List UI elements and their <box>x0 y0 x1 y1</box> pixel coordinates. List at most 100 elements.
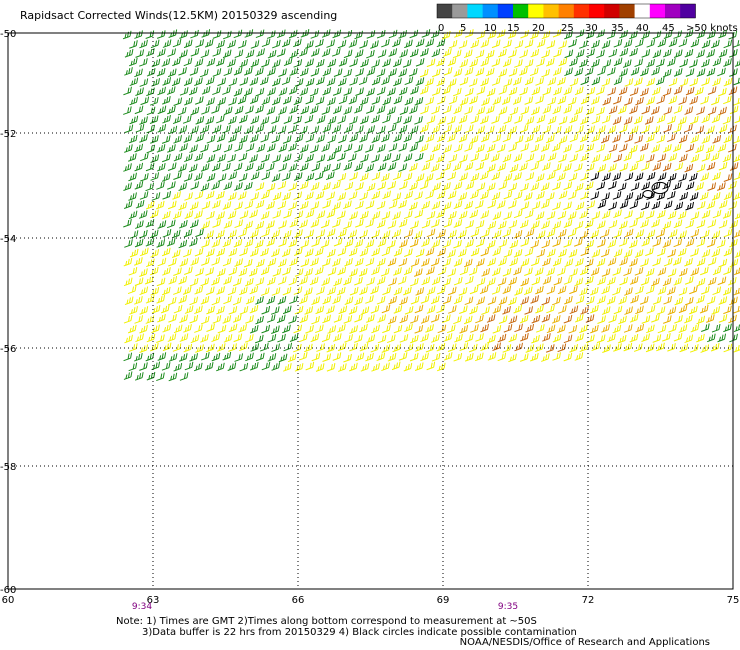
wind-barb <box>606 30 616 40</box>
wind-barb <box>696 49 705 59</box>
wind-barb <box>189 314 199 324</box>
wind-barb <box>172 57 181 67</box>
wind-barb <box>503 249 513 258</box>
wind-barb <box>574 106 583 115</box>
wind-barb <box>514 115 523 124</box>
wind-barb <box>668 77 678 87</box>
wind-barb <box>178 67 187 76</box>
wind-barb <box>326 191 336 201</box>
wind-barb <box>349 325 358 334</box>
wind-barb <box>574 67 584 77</box>
wind-barb <box>249 304 259 314</box>
wind-barb <box>519 219 529 229</box>
wind-barb <box>607 276 616 286</box>
wind-barb <box>600 229 610 238</box>
wind-barb <box>333 105 342 114</box>
wind-barb <box>442 201 452 211</box>
wind-barb <box>644 116 654 125</box>
wind-barb <box>259 76 269 86</box>
wind-barb <box>309 276 319 286</box>
wind-barb <box>238 228 248 238</box>
wind-barb <box>366 277 375 286</box>
wind-barb <box>492 305 502 314</box>
wind-barb <box>551 315 561 324</box>
wind-barb <box>485 67 495 77</box>
wind-barb <box>129 40 138 49</box>
wind-barb <box>579 230 589 239</box>
wind-barb <box>409 352 419 362</box>
wind-barb <box>310 333 320 343</box>
wind-barb <box>124 49 134 58</box>
wind-barb <box>716 239 726 249</box>
wind-barb <box>496 29 506 38</box>
wind-barb <box>178 182 188 191</box>
wind-barb <box>503 173 513 182</box>
wind-barb <box>305 325 314 334</box>
wind-barb <box>729 105 739 115</box>
wind-barb <box>190 257 200 266</box>
wind-barb <box>254 239 264 249</box>
wind-barb <box>195 96 204 105</box>
wind-barb <box>195 116 205 125</box>
wind-barb <box>404 248 413 257</box>
wind-barb-map: -50-52-54-56-58-60 60 63 66 69 72 75 9:34 9:35 <box>0 28 740 612</box>
wind-barb <box>249 77 259 86</box>
wind-barb <box>535 285 544 295</box>
wind-barb <box>179 372 189 381</box>
wind-barb <box>475 333 484 342</box>
wind-barb <box>212 86 221 96</box>
wind-barb <box>707 182 717 191</box>
wind-barb <box>359 247 369 257</box>
wind-barb <box>377 238 387 247</box>
wind-barb <box>557 228 567 238</box>
wind-barb <box>365 257 375 267</box>
wind-barb <box>332 219 341 228</box>
wind-barb <box>255 315 264 325</box>
wind-barb <box>129 96 138 106</box>
wind-barb <box>597 239 606 248</box>
wind-barb <box>123 182 132 191</box>
wind-barb <box>327 134 337 144</box>
wind-barb <box>453 181 463 191</box>
wind-barb <box>344 124 354 133</box>
wind-barb <box>491 191 501 201</box>
wind-barb <box>535 304 544 314</box>
wind-barb <box>437 116 447 125</box>
wind-barb <box>464 106 473 115</box>
wind-barb <box>316 154 326 163</box>
wind-barb <box>167 68 177 78</box>
wind-barb <box>513 266 522 276</box>
wind-barb <box>404 190 413 200</box>
wind-barb <box>184 305 194 314</box>
wind-barb <box>723 305 732 315</box>
wind-barb <box>190 125 199 135</box>
wind-barb <box>404 306 414 315</box>
wind-barb <box>315 305 325 315</box>
wind-barb <box>167 144 176 153</box>
wind-barb <box>491 77 501 86</box>
wind-barb <box>228 266 238 276</box>
wind-barb <box>442 162 452 172</box>
wind-barb <box>124 334 133 344</box>
wind-barb <box>200 143 209 153</box>
wind-barb <box>432 182 441 191</box>
wind-barb <box>316 286 325 295</box>
latitude-label: -52 <box>0 129 16 140</box>
wind-barb <box>437 324 447 334</box>
wind-barb <box>667 172 677 182</box>
wind-barb <box>509 239 519 249</box>
wind-barb <box>646 58 655 68</box>
credit-line: NOAA/NESDIS/Office of Research and Appli… <box>459 637 710 648</box>
wind-barb <box>591 211 601 220</box>
wind-barb <box>399 49 408 58</box>
wind-barb <box>723 323 732 333</box>
wind-barb <box>509 163 519 173</box>
wind-barb <box>459 97 469 106</box>
wind-barb <box>458 287 468 296</box>
wind-barb <box>299 200 309 210</box>
wind-barb <box>514 342 523 352</box>
wind-barb <box>267 49 277 59</box>
wind-barb <box>519 124 529 133</box>
wind-barb <box>542 124 552 134</box>
wind-barb <box>239 77 249 86</box>
